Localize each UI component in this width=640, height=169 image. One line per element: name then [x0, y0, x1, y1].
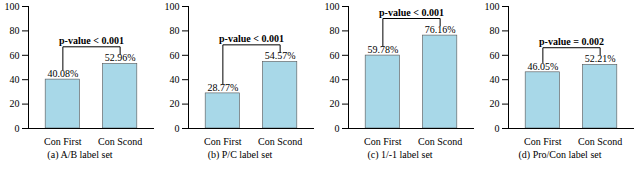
svg-text:20: 20: [10, 98, 20, 109]
svg-text:28.77%: 28.77%: [207, 81, 239, 93]
svg-text:Con First: Con First: [524, 136, 562, 147]
svg-text:Con First: Con First: [204, 136, 242, 147]
svg-text:80: 80: [170, 25, 180, 36]
svg-text:Con First: Con First: [364, 136, 402, 147]
svg-text:0: 0: [335, 123, 340, 134]
svg-text:40.08%: 40.08%: [47, 67, 79, 79]
svg-text:100: 100: [165, 1, 180, 12]
svg-text:40: 40: [490, 74, 500, 85]
svg-text:0: 0: [495, 123, 500, 134]
svg-text:52.96%: 52.96%: [104, 52, 136, 64]
svg-text:Con Scond: Con Scond: [418, 136, 462, 147]
html-text:(c) 1/-1 label set: (c) 1/-1 label set: [367, 149, 433, 160]
svg-text:60: 60: [10, 50, 20, 61]
svg-text:Con First: Con First: [44, 136, 82, 147]
svg-text:100: 100: [325, 1, 340, 12]
svg-text:59.78%: 59.78%: [367, 43, 399, 55]
svg-text:100: 100: [5, 1, 20, 12]
svg-text:52.21%: 52.21%: [584, 53, 616, 64]
svg-text:46.05%: 46.05%: [527, 60, 559, 72]
svg-text:p-value = 0.002: p-value = 0.002: [539, 36, 604, 47]
svg-text:60: 60: [330, 50, 340, 61]
svg-text:20: 20: [490, 98, 500, 109]
svg-text:0: 0: [175, 123, 180, 134]
svg-text:80: 80: [330, 25, 340, 36]
svg-text:80: 80: [490, 25, 500, 36]
svg-text:p-value < 0.001: p-value < 0.001: [219, 33, 284, 44]
svg-text:p-value < 0.001: p-value < 0.001: [379, 7, 444, 18]
svg-text:100: 100: [485, 1, 500, 12]
svg-text:20: 20: [330, 98, 340, 109]
html-text:(b) P/C label set: (b) P/C label set: [207, 149, 273, 160]
svg-text:20: 20: [170, 98, 180, 109]
svg-text:54.57%: 54.57%: [264, 50, 296, 62]
html-text:(a) A/B label set: (a) A/B label set: [47, 149, 113, 160]
svg-text:40: 40: [330, 74, 340, 85]
svg-text:80: 80: [10, 25, 20, 36]
svg-text:40: 40: [10, 74, 20, 85]
svg-text:Con Scond: Con Scond: [98, 136, 142, 147]
svg-text:60: 60: [170, 50, 180, 61]
svg-text:40: 40: [170, 74, 180, 85]
svg-text:p-value < 0.001: p-value < 0.001: [59, 35, 124, 46]
svg-text:Con Scond: Con Scond: [578, 136, 622, 147]
svg-text:Con Scond: Con Scond: [258, 136, 302, 147]
svg-text:76.16%: 76.16%: [424, 23, 456, 35]
html-text:(d) Pro/Con label set: (d) Pro/Con label set: [518, 149, 602, 160]
svg-text:60: 60: [490, 50, 500, 61]
svg-text:0: 0: [15, 123, 20, 134]
